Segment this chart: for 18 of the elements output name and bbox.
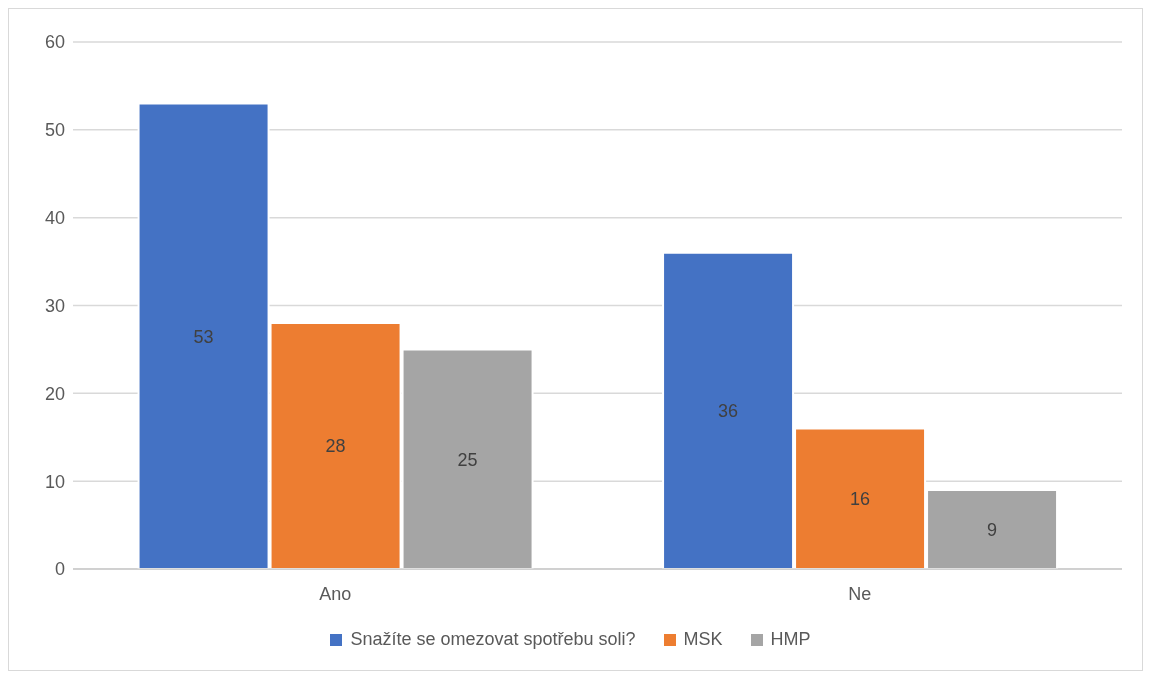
y-tick-label: 20 xyxy=(44,383,65,404)
data-label: 9 xyxy=(987,519,998,540)
data-label: 53 xyxy=(193,326,214,347)
x-tick-label: Ano xyxy=(319,583,352,604)
legend-label: MSK xyxy=(682,629,723,650)
y-tick-label: 60 xyxy=(44,32,65,53)
legend-label: HMP xyxy=(769,629,811,650)
y-tick-label: 50 xyxy=(44,120,65,141)
data-label: 16 xyxy=(850,489,871,510)
y-tick-label: 10 xyxy=(44,471,65,492)
y-tick-label: 40 xyxy=(44,208,65,229)
data-label: 28 xyxy=(325,436,346,457)
data-label: 36 xyxy=(718,401,739,422)
legend-label: Snažíte se omezovat spotřebu soli? xyxy=(349,629,636,650)
data-label: 25 xyxy=(457,449,478,470)
x-tick-label: Ne xyxy=(848,583,872,604)
y-tick-label: 0 xyxy=(54,559,65,580)
y-tick-label: 30 xyxy=(44,295,65,316)
